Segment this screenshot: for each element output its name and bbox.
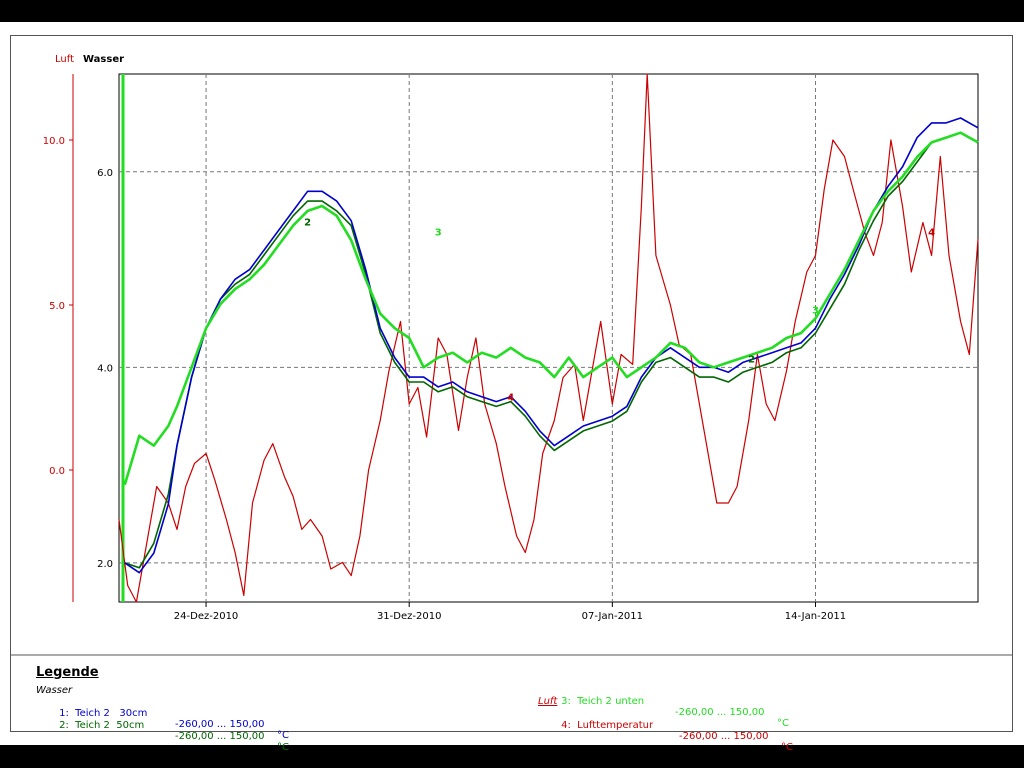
legend-entry-3: 3: Teich 2 unten -260,00 ... 150,00 °C bbox=[542, 685, 842, 740]
legend-title: Legende bbox=[36, 665, 99, 680]
axis-header-wasser: Wasser bbox=[83, 54, 124, 65]
legend-group-wasser: Wasser bbox=[36, 685, 73, 696]
legend-group-luft: Luft bbox=[538, 696, 558, 707]
series-line-1 bbox=[124, 117, 979, 574]
legend-entry-4: 4: Lufttemperatur -260,00 ... 150,00 °C bbox=[542, 709, 842, 764]
chart-sheet: 6.0 4.0 2.0 24-Dez-2010 31-Dez-2010 07-Jan-20… bbox=[0, 22, 1024, 753]
series-marker-label: 4 bbox=[928, 228, 935, 239]
x-tick-label: 31-Dez-2010 bbox=[377, 611, 442, 622]
axis-header-luft: Luft bbox=[55, 54, 74, 65]
y-tick-label-luft: 10.0 bbox=[43, 136, 65, 147]
legend-entry-label: 2: Teich 2 50cm bbox=[59, 720, 145, 731]
y-tick-label-luft: 0.0 bbox=[49, 466, 65, 477]
series-marker-label: 2 bbox=[748, 354, 755, 365]
series-line-3 bbox=[123, 131, 979, 486]
legend-entry-unit: °C bbox=[277, 742, 289, 753]
legend-entry-range: -260,00 ... 150,00 bbox=[675, 707, 765, 718]
series-line-2 bbox=[124, 131, 979, 569]
legend-entry-1: 1: Teich 2 30cm -260,00 ... 150,00 °C bbox=[40, 697, 340, 752]
legend-entry-range: -260,00 ... 150,00 bbox=[175, 731, 265, 742]
legend-entry-2: 2: Teich 2 50cm -260,00 ... 150,00 °C bbox=[40, 709, 340, 764]
series-marker-label: 2 bbox=[304, 218, 311, 229]
legend-entry-unit: °C bbox=[777, 718, 789, 729]
series-line-4 bbox=[118, 73, 979, 603]
plot-area bbox=[118, 73, 979, 603]
y-tick-label-luft: 5.0 bbox=[49, 301, 65, 312]
series-marker-label: 4 bbox=[507, 393, 514, 404]
legend-entry-unit: °C bbox=[781, 742, 793, 753]
x-tick-label: 14-Jan-2011 bbox=[785, 611, 846, 622]
legend-entry-label: 1: Teich 2 30cm bbox=[59, 708, 148, 719]
legend-entry-label: 3: Teich 2 unten bbox=[561, 696, 645, 707]
y-tick-label-wasser: 2.0 bbox=[97, 559, 113, 570]
chart: 6.0 4.0 2.0 24-Dez-2010 31-Dez-2010 07-Jan-20… bbox=[10, 54, 1013, 656]
y-tick-label-wasser: 6.0 bbox=[97, 168, 113, 179]
legend-entry-label: 4: Lufttemperatur bbox=[561, 720, 654, 731]
legend-entry-unit: °C bbox=[277, 730, 289, 741]
legend: Legende Wasser Luft 1: Teich 2 30cm -260… bbox=[0, 655, 1024, 753]
legend-entry-range: -260,00 ... 150,00 bbox=[679, 731, 769, 742]
series-marker-label: 3 bbox=[812, 306, 819, 317]
x-tick-label: 07-Jan-2011 bbox=[582, 611, 643, 622]
x-tick-label: 24-Dez-2010 bbox=[174, 611, 239, 622]
y-tick-label-wasser: 4.0 bbox=[97, 363, 113, 374]
legend-entry-range: -260,00 ... 150,00 bbox=[175, 719, 265, 730]
series-marker-label: 3 bbox=[435, 227, 442, 238]
chart-frame bbox=[10, 35, 1013, 732]
